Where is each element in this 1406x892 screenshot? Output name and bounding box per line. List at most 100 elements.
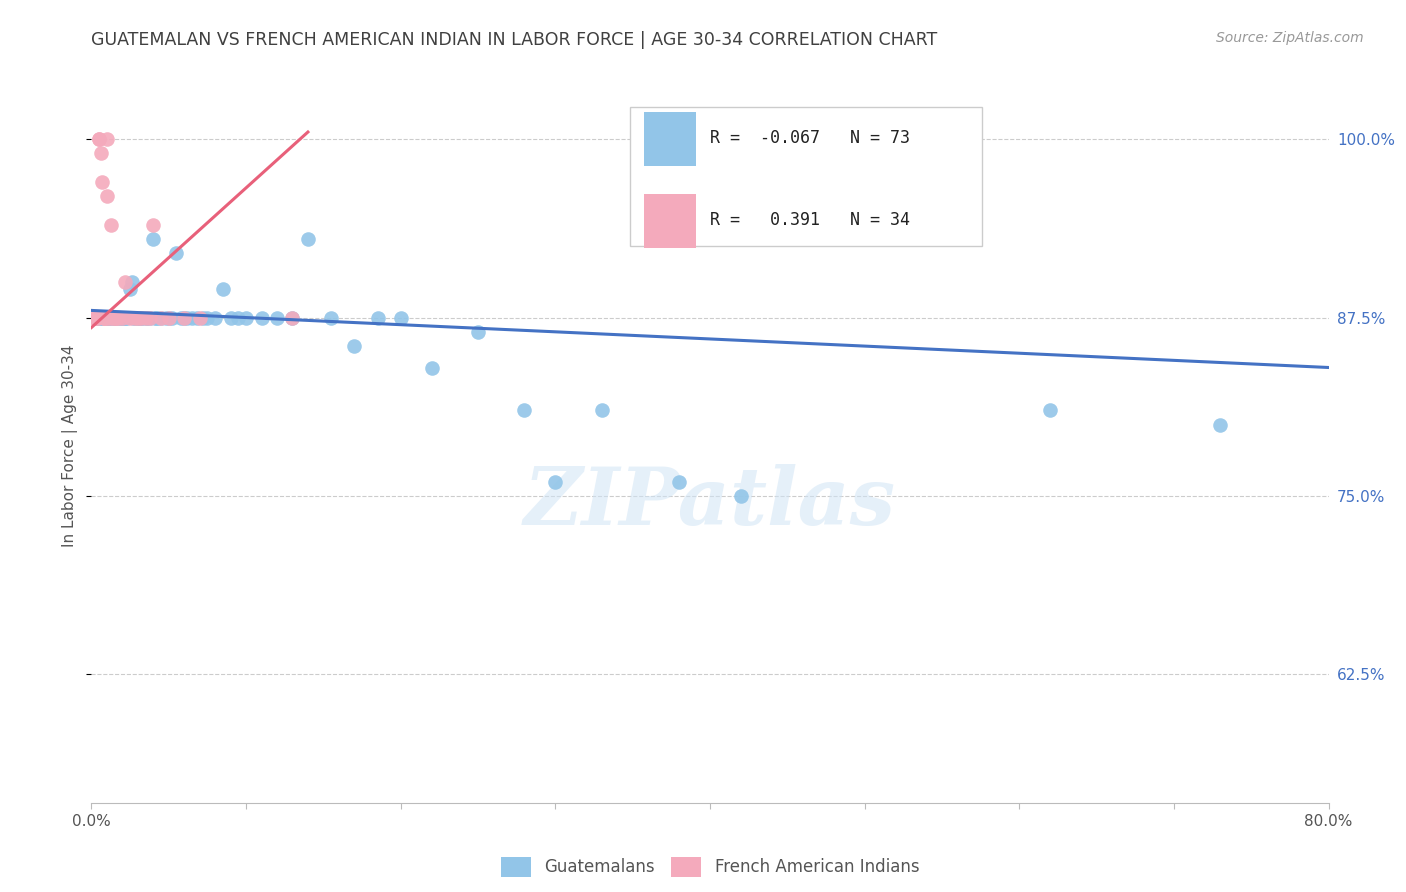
Point xyxy=(93,310,115,325)
Point xyxy=(366,310,388,325)
Point xyxy=(114,310,136,325)
Point xyxy=(266,310,288,325)
Point xyxy=(84,310,107,325)
Point xyxy=(104,310,127,325)
Point xyxy=(343,339,366,353)
Point xyxy=(389,310,412,325)
Point xyxy=(176,310,198,325)
Point xyxy=(112,310,135,325)
Point xyxy=(142,218,165,232)
Point xyxy=(104,310,127,325)
Point xyxy=(321,310,343,325)
Point xyxy=(170,310,193,325)
Point xyxy=(96,132,118,146)
Point xyxy=(166,246,188,260)
Point xyxy=(87,132,111,146)
Point xyxy=(186,310,208,325)
Point xyxy=(281,310,304,325)
Point xyxy=(150,310,172,325)
Point xyxy=(155,310,177,325)
Point xyxy=(84,310,107,325)
Point xyxy=(1209,417,1232,432)
Point xyxy=(219,310,242,325)
Point xyxy=(93,310,115,325)
Point xyxy=(228,310,250,325)
Point xyxy=(191,310,214,325)
Point xyxy=(105,310,128,325)
Point xyxy=(544,475,567,489)
Point xyxy=(128,310,150,325)
Point xyxy=(157,310,180,325)
Point xyxy=(135,310,157,325)
Point xyxy=(93,310,115,325)
Point xyxy=(173,310,195,325)
Point xyxy=(127,310,149,325)
Bar xyxy=(644,112,696,166)
Point xyxy=(235,310,257,325)
Text: R =  -0.067   N = 73: R = -0.067 N = 73 xyxy=(710,128,910,146)
Point xyxy=(143,310,166,325)
Point xyxy=(129,310,152,325)
Point xyxy=(467,325,489,339)
Point xyxy=(108,310,131,325)
Point xyxy=(111,310,134,325)
Point xyxy=(195,310,219,325)
Point xyxy=(129,310,152,325)
Point xyxy=(160,310,183,325)
Point xyxy=(513,403,536,417)
Point xyxy=(204,310,226,325)
Bar xyxy=(644,194,696,248)
Point xyxy=(84,310,107,325)
Point xyxy=(139,310,162,325)
Point xyxy=(281,310,304,325)
Point xyxy=(668,475,690,489)
Point xyxy=(93,310,115,325)
Text: GUATEMALAN VS FRENCH AMERICAN INDIAN IN LABOR FORCE | AGE 30-34 CORRELATION CHAR: GUATEMALAN VS FRENCH AMERICAN INDIAN IN … xyxy=(91,31,938,49)
Point xyxy=(100,218,122,232)
Point xyxy=(139,310,162,325)
Point xyxy=(150,310,172,325)
Point xyxy=(122,310,145,325)
Point xyxy=(87,310,111,325)
Point xyxy=(111,310,134,325)
Point xyxy=(86,310,108,325)
Point xyxy=(96,310,118,325)
Point xyxy=(250,310,273,325)
Point xyxy=(98,310,121,325)
Point xyxy=(145,310,167,325)
Point xyxy=(121,275,143,289)
Point xyxy=(114,275,136,289)
Point xyxy=(591,403,613,417)
Point xyxy=(96,310,118,325)
Point xyxy=(120,282,141,296)
Point xyxy=(83,310,105,325)
Point xyxy=(1039,403,1062,417)
Point xyxy=(86,310,108,325)
Point xyxy=(87,132,111,146)
Point xyxy=(211,282,233,296)
Point xyxy=(87,310,111,325)
Point xyxy=(146,310,169,325)
Point xyxy=(120,310,141,325)
Point xyxy=(91,310,114,325)
Point xyxy=(127,310,149,325)
Point xyxy=(157,310,180,325)
Text: Source: ZipAtlas.com: Source: ZipAtlas.com xyxy=(1216,31,1364,45)
FancyBboxPatch shape xyxy=(630,107,983,246)
Point xyxy=(115,310,138,325)
Point xyxy=(105,310,128,325)
Point xyxy=(96,310,118,325)
Point xyxy=(98,310,121,325)
Point xyxy=(136,310,159,325)
Point xyxy=(101,310,124,325)
Point xyxy=(94,310,117,325)
Point xyxy=(100,310,122,325)
Point xyxy=(173,310,195,325)
Point xyxy=(188,310,211,325)
Point xyxy=(97,310,120,325)
Point xyxy=(114,310,136,325)
Point xyxy=(124,310,146,325)
Point xyxy=(135,310,157,325)
Point xyxy=(111,310,134,325)
Text: R =   0.391   N = 34: R = 0.391 N = 34 xyxy=(710,211,910,228)
